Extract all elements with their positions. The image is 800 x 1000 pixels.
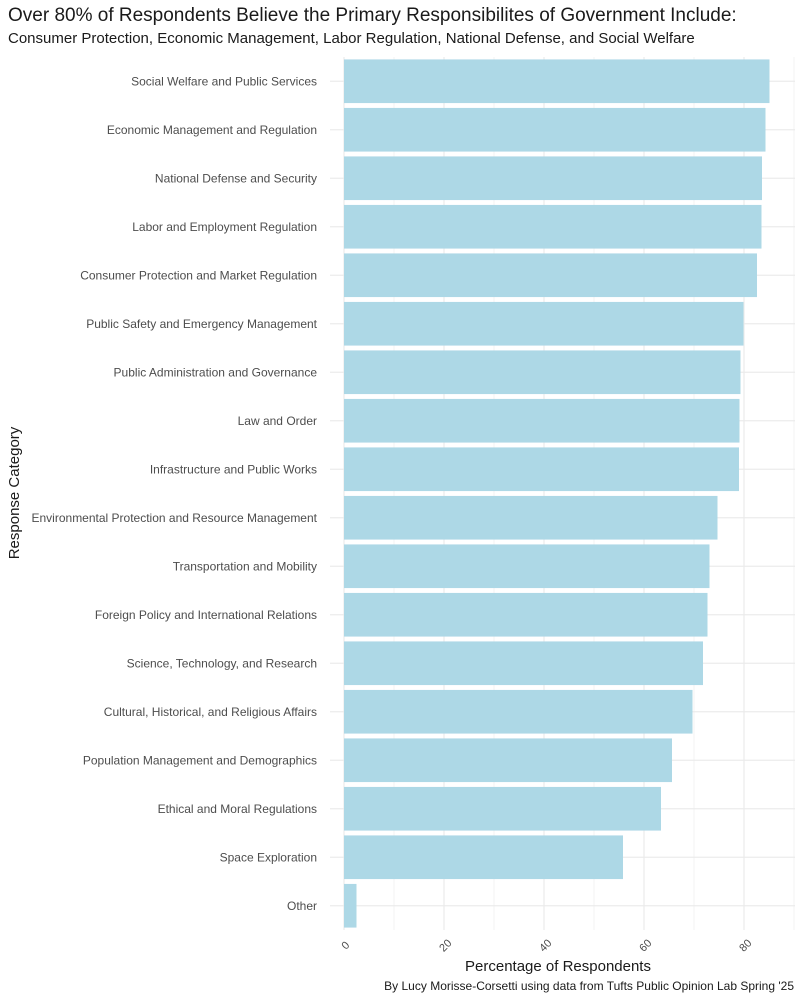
bar xyxy=(344,350,741,395)
category-label: Infrastructure and Public Works xyxy=(150,462,317,476)
category-label: Other xyxy=(287,899,317,913)
x-tick-label: 80 xyxy=(737,937,754,954)
bar xyxy=(344,301,744,346)
category-label: Law and Order xyxy=(238,414,317,428)
y-axis-title: Response Category xyxy=(6,426,23,559)
category-label: Cultural, Historical, and Religious Affa… xyxy=(104,705,317,719)
category-label: Space Exploration xyxy=(220,850,317,864)
category-label: Population Management and Demographics xyxy=(83,753,317,767)
chart-subtitle: Consumer Protection, Economic Management… xyxy=(8,30,695,47)
bar xyxy=(344,641,703,686)
bar xyxy=(344,204,762,249)
bar xyxy=(344,544,710,589)
bar xyxy=(344,689,693,734)
bar xyxy=(344,398,740,443)
x-axis-title: Percentage of Respondents xyxy=(465,958,651,975)
x-tick-label: 0 xyxy=(339,939,352,952)
bar xyxy=(344,107,766,152)
category-label: National Defense and Security xyxy=(155,171,317,185)
category-label: Science, Technology, and Research xyxy=(127,656,317,670)
x-tick-label: 60 xyxy=(637,937,654,954)
category-label: Labor and Employment Regulation xyxy=(132,220,317,234)
bar xyxy=(344,592,708,637)
chart-caption: By Lucy Morisse-Corsetti using data from… xyxy=(384,979,794,993)
bar xyxy=(344,495,718,540)
category-label: Foreign Policy and International Relatio… xyxy=(95,608,317,622)
category-label: Public Safety and Emergency Management xyxy=(86,317,317,331)
bar xyxy=(344,738,672,783)
bar xyxy=(344,156,762,201)
category-label: Public Administration and Governance xyxy=(114,365,318,379)
chart-title: Over 80% of Respondents Believe the Prim… xyxy=(8,5,737,26)
bar xyxy=(344,447,739,492)
category-label: Transportation and Mobility xyxy=(173,559,317,573)
x-tick-label: 40 xyxy=(537,937,554,954)
bar xyxy=(344,883,357,928)
category-label: Social Welfare and Public Services xyxy=(131,74,317,88)
x-tick-label: 20 xyxy=(437,937,454,954)
bar xyxy=(344,786,661,831)
category-label: Economic Management and Regulation xyxy=(107,123,317,137)
bar xyxy=(344,253,757,298)
category-label: Environmental Protection and Resource Ma… xyxy=(32,511,318,525)
category-label: Consumer Protection and Market Regulatio… xyxy=(80,268,317,282)
category-label: Ethical and Moral Regulations xyxy=(158,802,317,816)
bar xyxy=(344,59,770,104)
bar xyxy=(344,835,623,880)
